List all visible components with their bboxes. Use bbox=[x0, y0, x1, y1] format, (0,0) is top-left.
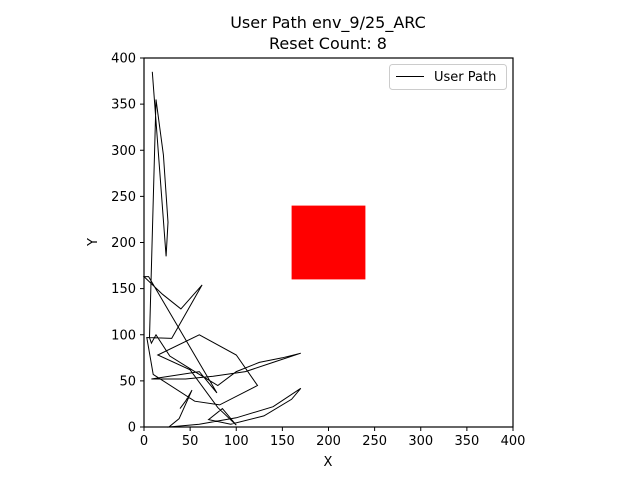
x-tick-label: 50 bbox=[182, 434, 199, 449]
x-tick-label: 400 bbox=[501, 434, 526, 449]
plot-area bbox=[142, 57, 514, 428]
y-tick-label: 350 bbox=[111, 98, 136, 113]
x-axis: 0 50 100 150 200 250 300 350 400 bbox=[140, 427, 526, 449]
legend-box bbox=[389, 64, 507, 90]
x-tick-label: 250 bbox=[362, 434, 387, 449]
y-tick-label: 100 bbox=[111, 328, 136, 343]
x-tick-label: 350 bbox=[454, 434, 479, 449]
y-tick-label: 400 bbox=[111, 52, 136, 67]
x-tick-label: 150 bbox=[270, 434, 295, 449]
y-tick-label: 0 bbox=[128, 421, 136, 436]
legend-label-user-path: User Path bbox=[434, 70, 496, 85]
y-tick-label: 150 bbox=[111, 282, 136, 297]
legend: User Path bbox=[389, 64, 507, 90]
x-axis-label: X bbox=[324, 455, 333, 470]
user-path-line bbox=[142, 71, 302, 428]
chart-title-line1: User Path env_9/25_ARC bbox=[230, 13, 426, 33]
y-axis-label: Y bbox=[86, 238, 101, 247]
x-tick-label: 100 bbox=[224, 434, 249, 449]
x-tick-label: 300 bbox=[408, 434, 433, 449]
y-tick-label: 200 bbox=[111, 236, 136, 251]
y-tick-label: 250 bbox=[111, 190, 136, 205]
y-tick-label: 300 bbox=[111, 144, 136, 159]
chart-title-line2: Reset Count: 8 bbox=[269, 34, 387, 53]
x-tick-label: 0 bbox=[140, 434, 148, 449]
y-axis: 0 50 100 150 200 250 300 350 400 bbox=[111, 52, 144, 436]
x-tick-label: 200 bbox=[316, 434, 341, 449]
y-tick-label: 50 bbox=[119, 374, 136, 389]
target-region bbox=[291, 205, 366, 280]
